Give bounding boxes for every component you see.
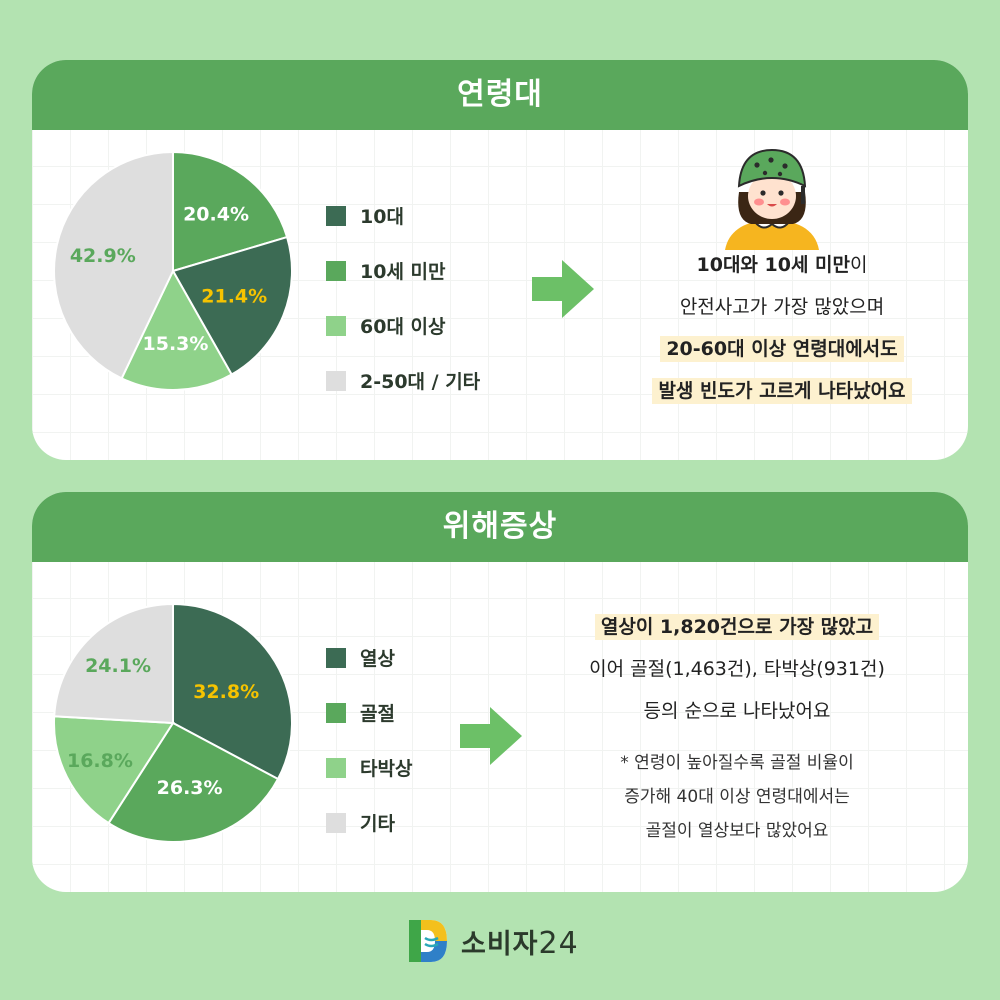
legend-label: 타박상 xyxy=(360,758,413,780)
legend-item: 2-50대 / 기타 xyxy=(326,353,480,408)
arrow-right-icon xyxy=(460,707,522,765)
legend-label: 60대 이상 xyxy=(360,316,446,338)
note-line: * 연령이 높아질수록 골절 비율이 xyxy=(620,753,854,773)
pie-value-label: 42.9% xyxy=(70,245,136,267)
legend-item: 기타 xyxy=(326,795,412,850)
legend-swatch xyxy=(326,702,346,723)
legend-item: 10세 미만 xyxy=(326,243,480,298)
consumer24-logo-icon xyxy=(409,920,447,962)
legend-item: 타박상 xyxy=(326,740,412,795)
desc-line: 이어 골절(1,463건), 타박상(931건) xyxy=(589,658,885,680)
pie-value-label: 26.3% xyxy=(157,777,223,799)
legend-item: 10대 xyxy=(326,188,480,243)
note-line: 골절이 열상보다 많았어요 xyxy=(645,821,829,841)
desc-line: 열상이 1,820건으로 가장 많았고 xyxy=(527,606,947,648)
pie-slice xyxy=(172,150,289,273)
legend-item: 골절 xyxy=(326,685,412,740)
injury-description: 열상이 1,820건으로 가장 많았고 이어 골절(1,463건), 타박상(9… xyxy=(527,606,947,848)
pie-slice xyxy=(172,602,293,781)
age-legend: 10대 10세 미만 60대 이상 2-50대 / 기타 xyxy=(326,188,480,408)
age-group-card: 연령대 20.4% 21.4% 15.3% 42.9% 10대 10세 미만 60대 … xyxy=(32,60,968,460)
legend-swatch xyxy=(326,205,346,226)
legend-swatch xyxy=(326,315,346,336)
pie-slice xyxy=(107,721,280,843)
pie-slice xyxy=(53,715,175,825)
logo-name: 소비자 xyxy=(461,928,539,960)
section-title: 위해증상 xyxy=(32,492,968,562)
desc-note: * 연령이 높아질수록 골절 비율이 증가해 40대 이상 연령대에서는 골절이… xyxy=(527,746,947,848)
desc-text: 이 xyxy=(850,254,868,276)
note-line: 증가해 40대 이상 연령대에서는 xyxy=(624,787,850,807)
legend-label: 10세 미만 xyxy=(360,261,446,283)
legend-swatch xyxy=(326,812,346,833)
injury-pie-chart: 32.8% 26.3% 16.8% 24.1% xyxy=(53,602,293,843)
logo-number: 24 xyxy=(538,925,579,961)
legend-item: 열상 xyxy=(326,630,412,685)
legend-swatch xyxy=(326,757,346,778)
pie-slice xyxy=(120,268,233,391)
logo-text: 소비자24 xyxy=(461,922,579,961)
legend-label: 열상 xyxy=(360,648,395,670)
legend-label: 기타 xyxy=(360,813,395,835)
legend-label: 2-50대 / 기타 xyxy=(360,371,481,393)
desc-line: 안전사고가 가장 많았으며 xyxy=(679,296,885,318)
desc-highlight: 발생 빈도가 고르게 나타났어요 xyxy=(652,378,912,404)
pie-slice xyxy=(53,150,174,380)
legend-label: 골절 xyxy=(360,703,395,725)
pie-value-label: 24.1% xyxy=(85,655,151,677)
desc-line: 등의 순으로 나타났어요 xyxy=(643,700,831,722)
legend-item: 60대 이상 xyxy=(326,298,480,353)
legend-swatch xyxy=(326,370,346,391)
arrow-right-icon xyxy=(532,260,594,318)
desc-line: 10대와 10세 미만이 xyxy=(592,244,968,286)
desc-bold: 10대와 10세 미만 xyxy=(696,254,851,276)
injury-symptom-card: 위해증상 32.8% 26.3% 16.8% 24.1% 열상 골절 타박상 기타 열… xyxy=(32,492,968,892)
pie-value-label: 20.4% xyxy=(183,203,249,225)
age-pie-chart: 20.4% 21.4% 15.3% 42.9% xyxy=(53,150,293,391)
age-description: 10대와 10세 미만이 안전사고가 가장 많았으며 20-60대 이상 연령대… xyxy=(592,244,968,412)
desc-line: 발생 빈도가 고르게 나타났어요 xyxy=(592,370,968,412)
pie-slice xyxy=(171,235,293,376)
legend-swatch xyxy=(326,260,346,281)
pie-value-label: 16.8% xyxy=(67,750,133,772)
section-title: 연령대 xyxy=(32,60,968,130)
desc-line: 20-60대 이상 연령대에서도 xyxy=(592,328,968,370)
pie-value-label: 21.4% xyxy=(201,286,267,308)
helmet-child-icon xyxy=(725,148,819,250)
legend-swatch xyxy=(326,647,346,668)
pie-value-label: 32.8% xyxy=(193,681,259,703)
desc-highlight: 열상이 1,820건으로 가장 많았고 xyxy=(594,614,880,640)
desc-highlight: 20-60대 이상 연령대에서도 xyxy=(660,336,904,362)
legend-label: 10대 xyxy=(360,206,404,228)
injury-legend: 열상 골절 타박상 기타 xyxy=(326,630,412,850)
pie-value-label: 15.3% xyxy=(143,333,209,355)
consumer24-logo: 소비자24 xyxy=(405,916,579,966)
pie-slice xyxy=(53,602,174,725)
